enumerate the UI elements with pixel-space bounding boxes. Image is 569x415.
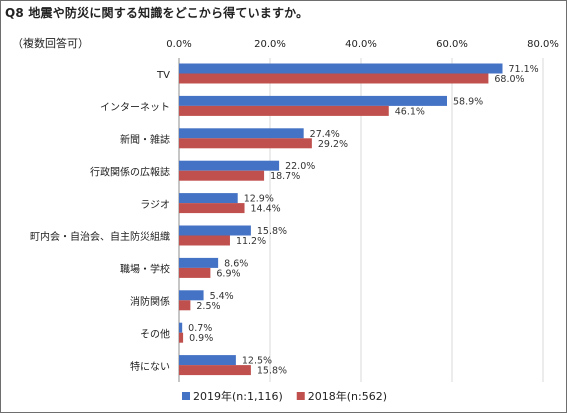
x-tick-label: 0.0% xyxy=(166,39,191,50)
question-title: Q8 地震や防災に関する知識をどこから得ていますか。 xyxy=(5,6,309,20)
category-label: 町内会・自治会、自主防災組織 xyxy=(30,230,170,243)
category-label: 特にない xyxy=(130,361,170,373)
bar-2018 xyxy=(179,73,489,84)
bar-2018 xyxy=(179,300,191,311)
data-label: 58.9% xyxy=(453,96,483,107)
data-label: 8.6% xyxy=(224,258,248,269)
legend-label: 2018年(n:562) xyxy=(308,389,387,403)
bar-2018 xyxy=(179,170,265,181)
bar-2019 xyxy=(179,160,280,171)
category-label: 新聞・雑誌 xyxy=(120,133,170,146)
bar-2019 xyxy=(179,257,219,268)
data-label: 18.7% xyxy=(270,171,300,182)
bar-2019 xyxy=(179,322,183,333)
bar-2019 xyxy=(179,193,238,204)
category-label: 職場・学校 xyxy=(120,263,170,276)
data-label: 22.0% xyxy=(285,161,315,172)
bar-2018 xyxy=(179,332,184,343)
category-label: TV xyxy=(156,70,170,81)
bar-2018 xyxy=(179,365,251,376)
legend-label: 2019年(n:1,116) xyxy=(193,389,283,403)
data-label: 68.0% xyxy=(494,74,524,85)
data-label: 46.1% xyxy=(395,106,425,117)
legend-swatch xyxy=(182,392,190,400)
data-label: 27.4% xyxy=(310,129,340,140)
x-tick-label: 80.0% xyxy=(527,39,559,50)
category-label: インターネット xyxy=(100,102,170,114)
data-label: 11.2% xyxy=(236,236,266,247)
bar-2019 xyxy=(179,225,251,236)
category-label: ラジオ xyxy=(140,199,170,211)
bar-2019 xyxy=(179,290,204,301)
category-label: その他 xyxy=(140,327,170,340)
x-tick-label: 20.0% xyxy=(254,39,286,50)
bar-2018 xyxy=(179,138,312,149)
data-label: 6.9% xyxy=(216,268,240,279)
x-tick-label: 40.0% xyxy=(345,39,377,50)
data-label: 2.5% xyxy=(196,301,220,312)
bar-2018 xyxy=(179,235,230,246)
x-tick-label: 60.0% xyxy=(436,39,468,50)
data-label: 29.2% xyxy=(318,139,348,150)
data-label: 0.9% xyxy=(189,333,213,344)
legend-swatch xyxy=(296,392,305,400)
bar-2019 xyxy=(179,128,304,139)
bar-2018 xyxy=(179,105,389,116)
data-label: 71.1% xyxy=(509,64,539,75)
bar-2019 xyxy=(179,63,503,74)
answer-note: （複数回答可） xyxy=(12,37,89,50)
data-label: 15.8% xyxy=(257,226,287,237)
data-label: 5.4% xyxy=(210,291,234,302)
bar-2018 xyxy=(179,267,211,278)
data-label: 14.4% xyxy=(251,204,281,215)
bar-2019 xyxy=(179,95,447,106)
data-label: 12.5% xyxy=(242,356,272,367)
category-label: 行政関係の広報誌 xyxy=(90,165,170,178)
category-label: 消防関係 xyxy=(130,295,170,308)
data-label: 0.7% xyxy=(188,323,212,334)
bar-2019 xyxy=(179,355,236,366)
bar-2018 xyxy=(179,203,245,214)
data-label: 12.9% xyxy=(244,194,274,205)
data-label: 15.8% xyxy=(257,366,287,377)
